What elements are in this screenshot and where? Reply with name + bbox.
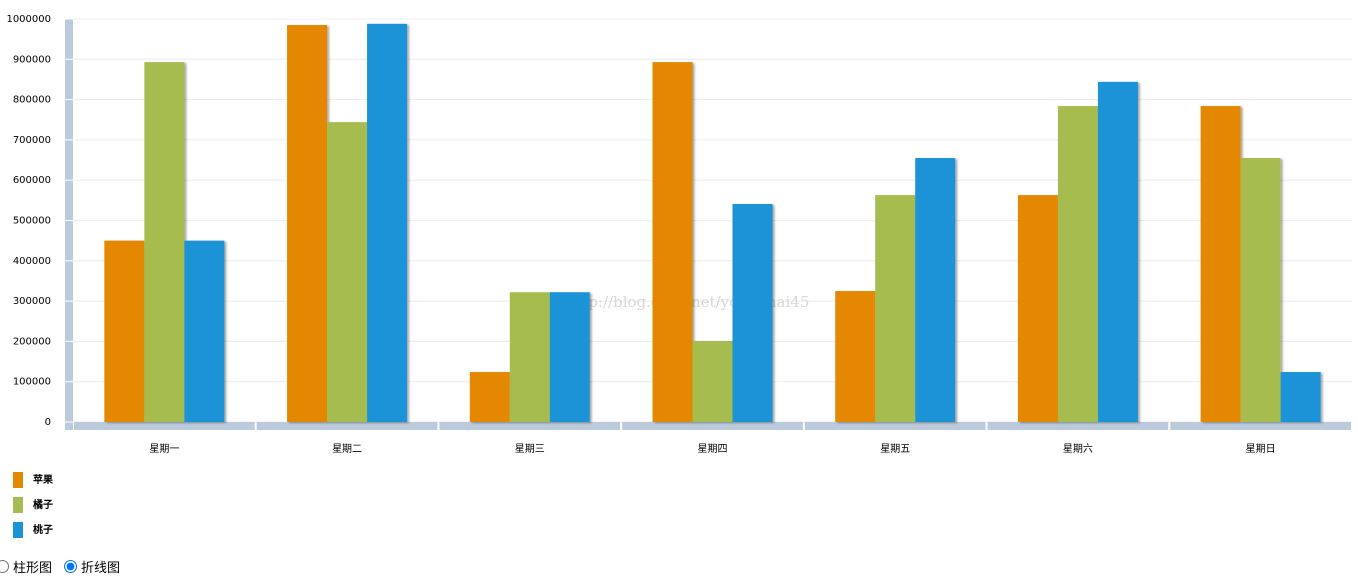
chart-type-option[interactable]: 折线图 — [64, 557, 120, 576]
x-tick-label: 星期一 — [149, 443, 179, 455]
bar — [549, 292, 590, 422]
y-tick-label: 100000 — [13, 377, 51, 388]
x-tick-label: 星期日 — [1246, 443, 1276, 455]
y-tick-label: 200000 — [13, 336, 51, 347]
legend-label: 苹果 — [33, 473, 54, 486]
bar — [692, 340, 733, 422]
bar — [835, 291, 876, 422]
bar — [469, 372, 510, 422]
x-tick-label: 星期四 — [698, 443, 728, 455]
y-axis-bar — [65, 19, 73, 430]
bar — [1240, 158, 1281, 422]
bar — [732, 203, 773, 422]
x-tick-label: 星期六 — [1063, 443, 1093, 455]
x-axis-bar — [804, 422, 986, 430]
bar — [104, 240, 145, 422]
legend-swatch — [13, 472, 23, 488]
bar — [1057, 106, 1098, 422]
bar — [509, 292, 550, 422]
bar — [915, 158, 956, 422]
chart: 0 100000 200000 300000 400000 500000 600000 700… — [6, 14, 1352, 538]
bar — [1097, 81, 1138, 423]
bar — [327, 122, 368, 422]
y-tick-label: 500000 — [13, 216, 51, 227]
legend-swatch — [13, 497, 23, 513]
x-tick-label: 星期二 — [332, 443, 362, 455]
x-axis-bar — [439, 422, 621, 430]
radio-label: 柱形图 — [13, 561, 53, 576]
y-tick-label: 300000 — [13, 296, 51, 307]
bar — [875, 195, 916, 422]
legend-label: 桃子 — [33, 523, 53, 536]
bar — [367, 23, 408, 423]
radio-button[interactable] — [64, 560, 78, 573]
x-axis-bar — [256, 422, 438, 430]
x-tick-label: 星期三 — [515, 443, 545, 455]
bar — [1017, 195, 1058, 422]
legend-swatch — [13, 522, 23, 538]
radio-label: 折线图 — [81, 561, 121, 576]
legend-label: 橘子 — [32, 498, 53, 511]
bar — [1200, 106, 1241, 422]
x-axis-bar — [74, 422, 255, 430]
bar — [184, 240, 225, 422]
x-axis-bar — [622, 422, 803, 430]
bar — [287, 25, 328, 422]
bar — [652, 62, 693, 422]
y-tick-label: 800000 — [13, 95, 51, 106]
radio-button[interactable] — [0, 560, 9, 573]
x-axis-bar — [1170, 422, 1351, 430]
bar — [144, 62, 185, 422]
y-tick-label: 600000 — [13, 175, 51, 186]
y-tick-label: 700000 — [13, 135, 51, 146]
x-tick-label: 星期五 — [880, 443, 910, 455]
chart-type-controls: 柱形图 折线图 — [0, 557, 120, 576]
y-tick-label: 0 — [45, 417, 51, 428]
x-axis-bar — [987, 422, 1169, 430]
chart-type-option[interactable]: 柱形图 — [0, 557, 52, 576]
y-tick-label: 400000 — [13, 256, 51, 267]
y-tick-label: 900000 — [13, 54, 51, 65]
bar — [1280, 372, 1321, 422]
y-tick-label: 1000000 — [6, 14, 51, 25]
